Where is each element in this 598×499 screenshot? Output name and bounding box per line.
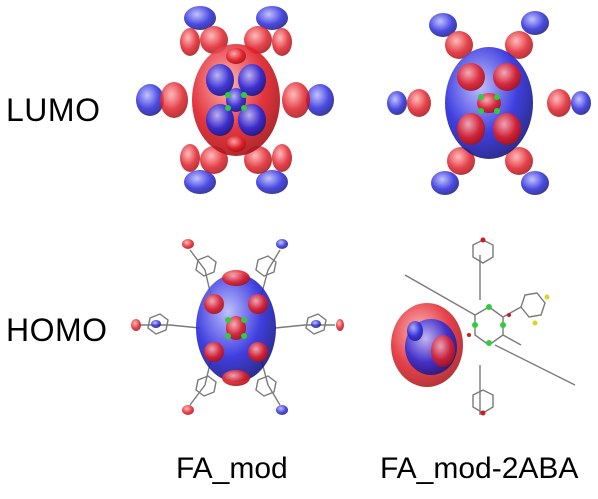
lumo-atoms: [225, 92, 247, 111]
orbital-homo-fa-mod: [130, 230, 345, 425]
orbital-lumo-fa-mod: [130, 0, 340, 205]
column-label-fa-mod-2aba: FA_mod-2ABA: [380, 452, 579, 485]
column-label-fa-mod: FA_mod: [176, 452, 288, 485]
homo-2aba-lobe: [391, 303, 463, 387]
row-label-lumo: LUMO: [6, 92, 101, 128]
homo-core: [196, 270, 276, 386]
lumo-arms: [136, 6, 334, 194]
orbital-lumo-fa-mod-2aba: [385, 5, 595, 205]
lumo-core: [192, 44, 280, 156]
row-label-homo: HOMO: [6, 312, 108, 348]
homo-2aba-atoms: [467, 237, 550, 416]
orbital-homo-fa-mod-2aba: [385, 235, 585, 430]
